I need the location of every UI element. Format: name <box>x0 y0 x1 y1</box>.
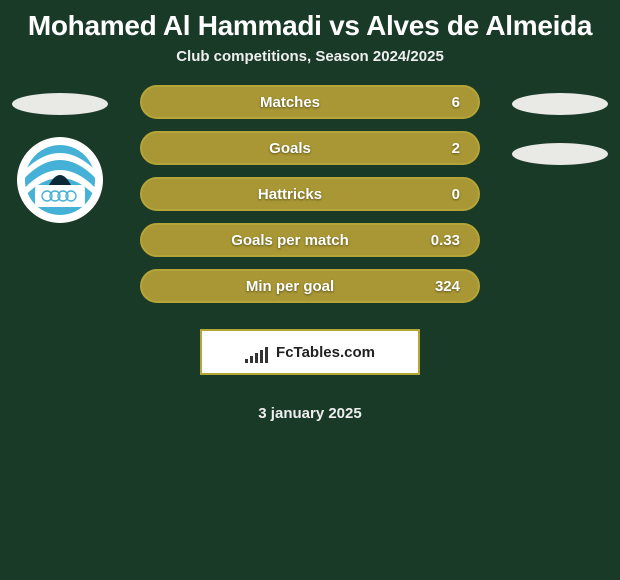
stat-row-hattricks: Hattricks 0 <box>140 177 480 211</box>
page-title: Mohamed Al Hammadi vs Alves de Almeida <box>0 0 620 48</box>
stat-label: Matches <box>160 94 420 111</box>
stat-value: 0 <box>420 186 460 203</box>
stat-row-min-per-goal: Min per goal 324 <box>140 269 480 303</box>
stat-row-goals: Goals 2 <box>140 131 480 165</box>
body-row: Matches 6 Goals 2 Hattricks 0 Goals per … <box>0 85 620 422</box>
player-avatar-right-bottom <box>512 143 608 165</box>
right-column <box>500 85 620 187</box>
stat-label: Min per goal <box>160 278 420 295</box>
stat-value: 2 <box>420 140 460 157</box>
brand-text: FcTables.com <box>276 344 375 361</box>
club-badge-left <box>17 137 103 223</box>
stat-row-goals-per-match: Goals per match 0.33 <box>140 223 480 257</box>
stat-row-matches: Matches 6 <box>140 85 480 119</box>
club-badge-icon <box>25 145 95 215</box>
stats-column: Matches 6 Goals 2 Hattricks 0 Goals per … <box>120 85 500 422</box>
comparison-card: Mohamed Al Hammadi vs Alves de Almeida C… <box>0 0 620 580</box>
stat-value: 324 <box>420 278 460 295</box>
left-column <box>0 85 120 223</box>
bar-chart-icon <box>245 345 270 359</box>
page-subtitle: Club competitions, Season 2024/2025 <box>0 48 620 85</box>
stat-label: Goals per match <box>160 232 420 249</box>
date-text: 3 january 2025 <box>258 405 361 422</box>
player-avatar-left <box>12 93 108 115</box>
stat-value: 0.33 <box>420 232 460 249</box>
brand-box: FcTables.com <box>200 329 420 375</box>
player-avatar-right-top <box>512 93 608 115</box>
stat-label: Goals <box>160 140 420 157</box>
stat-value: 6 <box>420 94 460 111</box>
stat-label: Hattricks <box>160 186 420 203</box>
